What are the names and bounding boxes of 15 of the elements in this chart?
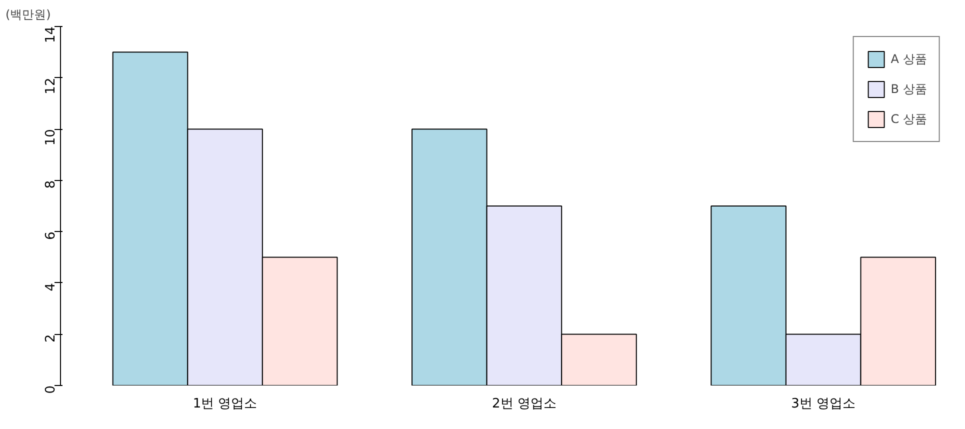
- y-tick-label: 14: [44, 26, 58, 44]
- y-tick-label: 10: [44, 129, 58, 146]
- legend-label: C 상품: [890, 110, 927, 128]
- x-tick-label: 2번 영업소: [492, 396, 556, 412]
- y-axis-title: (백만원): [6, 8, 51, 22]
- y-tick-label: 6: [44, 232, 58, 240]
- y-tick-label: 4: [44, 282, 58, 292]
- y-tick-label: 8: [44, 180, 58, 189]
- y-tick-label: 12: [44, 78, 58, 94]
- legend-label: B 상품: [890, 80, 927, 98]
- legend-label: A 상품: [890, 50, 927, 68]
- y-tick-label: 2: [44, 334, 58, 342]
- x-tick-label: 3번 영업소: [791, 396, 856, 412]
- x-tick-label: 1번 영업소: [192, 396, 258, 412]
- y-tick-label: 0: [44, 385, 58, 394]
